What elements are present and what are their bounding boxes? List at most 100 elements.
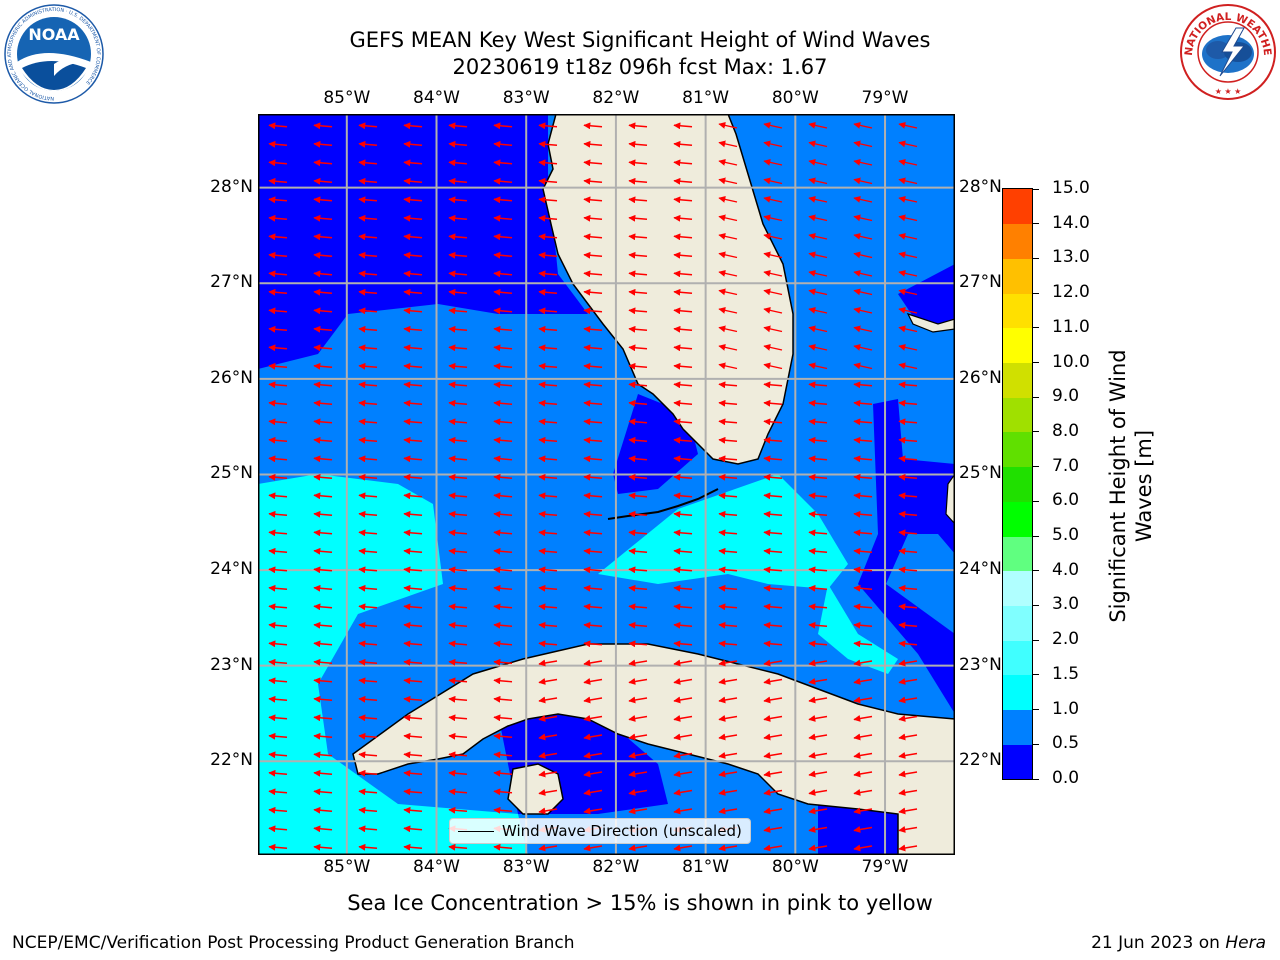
colorbar-band [1003,362,1032,398]
wave-direction-arrow [403,529,423,537]
wave-direction-arrow [538,733,558,741]
wave-direction-arrow [763,807,783,815]
wave-direction-arrow [358,529,378,537]
wave-direction-arrow [628,177,648,185]
wave-direction-arrow [853,140,873,148]
wave-direction-arrow [718,696,738,704]
wave-direction-arrow [808,752,828,759]
lon-tick-label: 80°W [771,857,819,877]
andros-island [945,472,955,525]
wave-direction-arrow [358,325,378,333]
wave-direction-arrow [718,251,738,259]
wave-direction-arrow [313,362,333,370]
wave-direction-arrow [853,566,873,574]
wave-direction-arrow [853,715,873,722]
wave-direction-arrow [673,566,693,574]
wave-direction-arrow [673,473,693,481]
colorbar-tick-mark [1033,431,1039,433]
wave-direction-arrow [448,436,468,444]
wave-direction-arrow [493,714,513,722]
wave-direction-arrow [808,696,828,704]
wave-direction-arrow [628,752,648,759]
wave-direction-arrow [673,399,693,407]
wave-direction-arrow [673,233,693,241]
colorbar-band [1003,640,1032,676]
colorbar-tick-mark [1033,466,1039,468]
wave-direction-arrow [313,214,333,222]
wave-direction-arrow [448,788,468,796]
footer-credit: NCEP/EMC/Verification Post Processing Pr… [12,933,575,953]
wave-direction-arrow [763,640,783,648]
wave-direction-arrow [358,381,378,389]
wave-direction-arrow [313,621,333,629]
wave-direction-arrow [628,122,648,130]
colorbar-tick-label: 10.0 [1052,351,1090,372]
wave-direction-arrow [808,473,828,481]
lat-tick-label: 23°N [959,654,1002,675]
wave-direction-arrow [493,529,513,537]
wave-direction-arrow [268,196,288,204]
wave-direction-arrow [313,288,333,296]
wave-direction-arrow [718,399,738,407]
wave-direction-arrow [583,251,603,259]
wave-direction-arrow [268,214,288,222]
wave-direction-arrow [583,362,603,370]
wave-direction-arrow [583,770,603,778]
wave-direction-arrow [403,122,423,130]
wave-direction-arrow [898,436,918,444]
lat-tick-label: 24°N [959,559,1002,580]
wave-direction-arrow [808,436,828,444]
wave-direction-arrow [898,789,918,796]
wave-direction-arrow [718,177,738,185]
wave-direction-arrow [718,733,738,741]
wave-direction-arrow [673,270,693,278]
wave-direction-arrow [808,603,828,611]
wave-direction-arrow [538,418,558,426]
wave-direction-arrow [763,492,783,500]
wave-direction-arrow [898,826,918,833]
wave-direction-arrow [808,770,828,778]
wave-direction-arrow [268,584,288,592]
wave-direction-arrow [898,492,918,500]
wave-direction-arrow [628,196,648,204]
wave-direction-arrow [673,770,693,778]
wave-direction-arrow [448,362,468,370]
wave-direction-arrow [403,455,423,463]
wave-direction-arrow [448,695,468,703]
wave-direction-arrow [673,547,693,555]
wave-direction-arrow [763,621,783,629]
lon-tick-label: 84°W [413,88,460,108]
wave-direction-arrow [403,159,423,167]
wave-direction-arrow [448,270,468,278]
wave-direction-arrow [268,603,288,611]
wave-direction-arrow [448,806,468,814]
wave-direction-arrow [448,658,468,666]
wave-direction-arrow [718,455,738,463]
wave-direction-arrow [583,381,603,389]
wave-direction-arrow [853,436,873,444]
wave-direction-arrow [538,122,558,130]
wave-direction-arrow [493,436,513,444]
wave-direction-arrow [853,399,873,407]
colorbar-tick-mark [1033,674,1039,676]
wave-direction-arrow [808,547,828,555]
wave-direction-arrow [763,418,783,426]
wave-direction-arrow [313,140,333,148]
wave-direction-arrow [763,659,783,667]
wave-direction-arrow [628,140,648,148]
lat-tick-label: 23°N [210,654,253,675]
wave-direction-arrow [853,733,873,741]
colorbar-tick-label: 12.0 [1052,282,1090,303]
wave-direction-arrow [763,362,783,370]
wave-direction-arrow [718,306,738,314]
colorbar-tick-mark [1033,257,1039,259]
wave-direction-arrow [493,140,513,148]
wave-direction-arrow [898,529,918,537]
wave-direction-arrow [718,510,738,518]
wave-direction-arrow [268,251,288,259]
wave-direction-arrow [313,473,333,481]
wave-direction-arrow [403,344,423,352]
wave-direction-arrow [673,381,693,389]
wave-direction-arrow [538,752,558,759]
wave-direction-arrow [718,529,738,537]
